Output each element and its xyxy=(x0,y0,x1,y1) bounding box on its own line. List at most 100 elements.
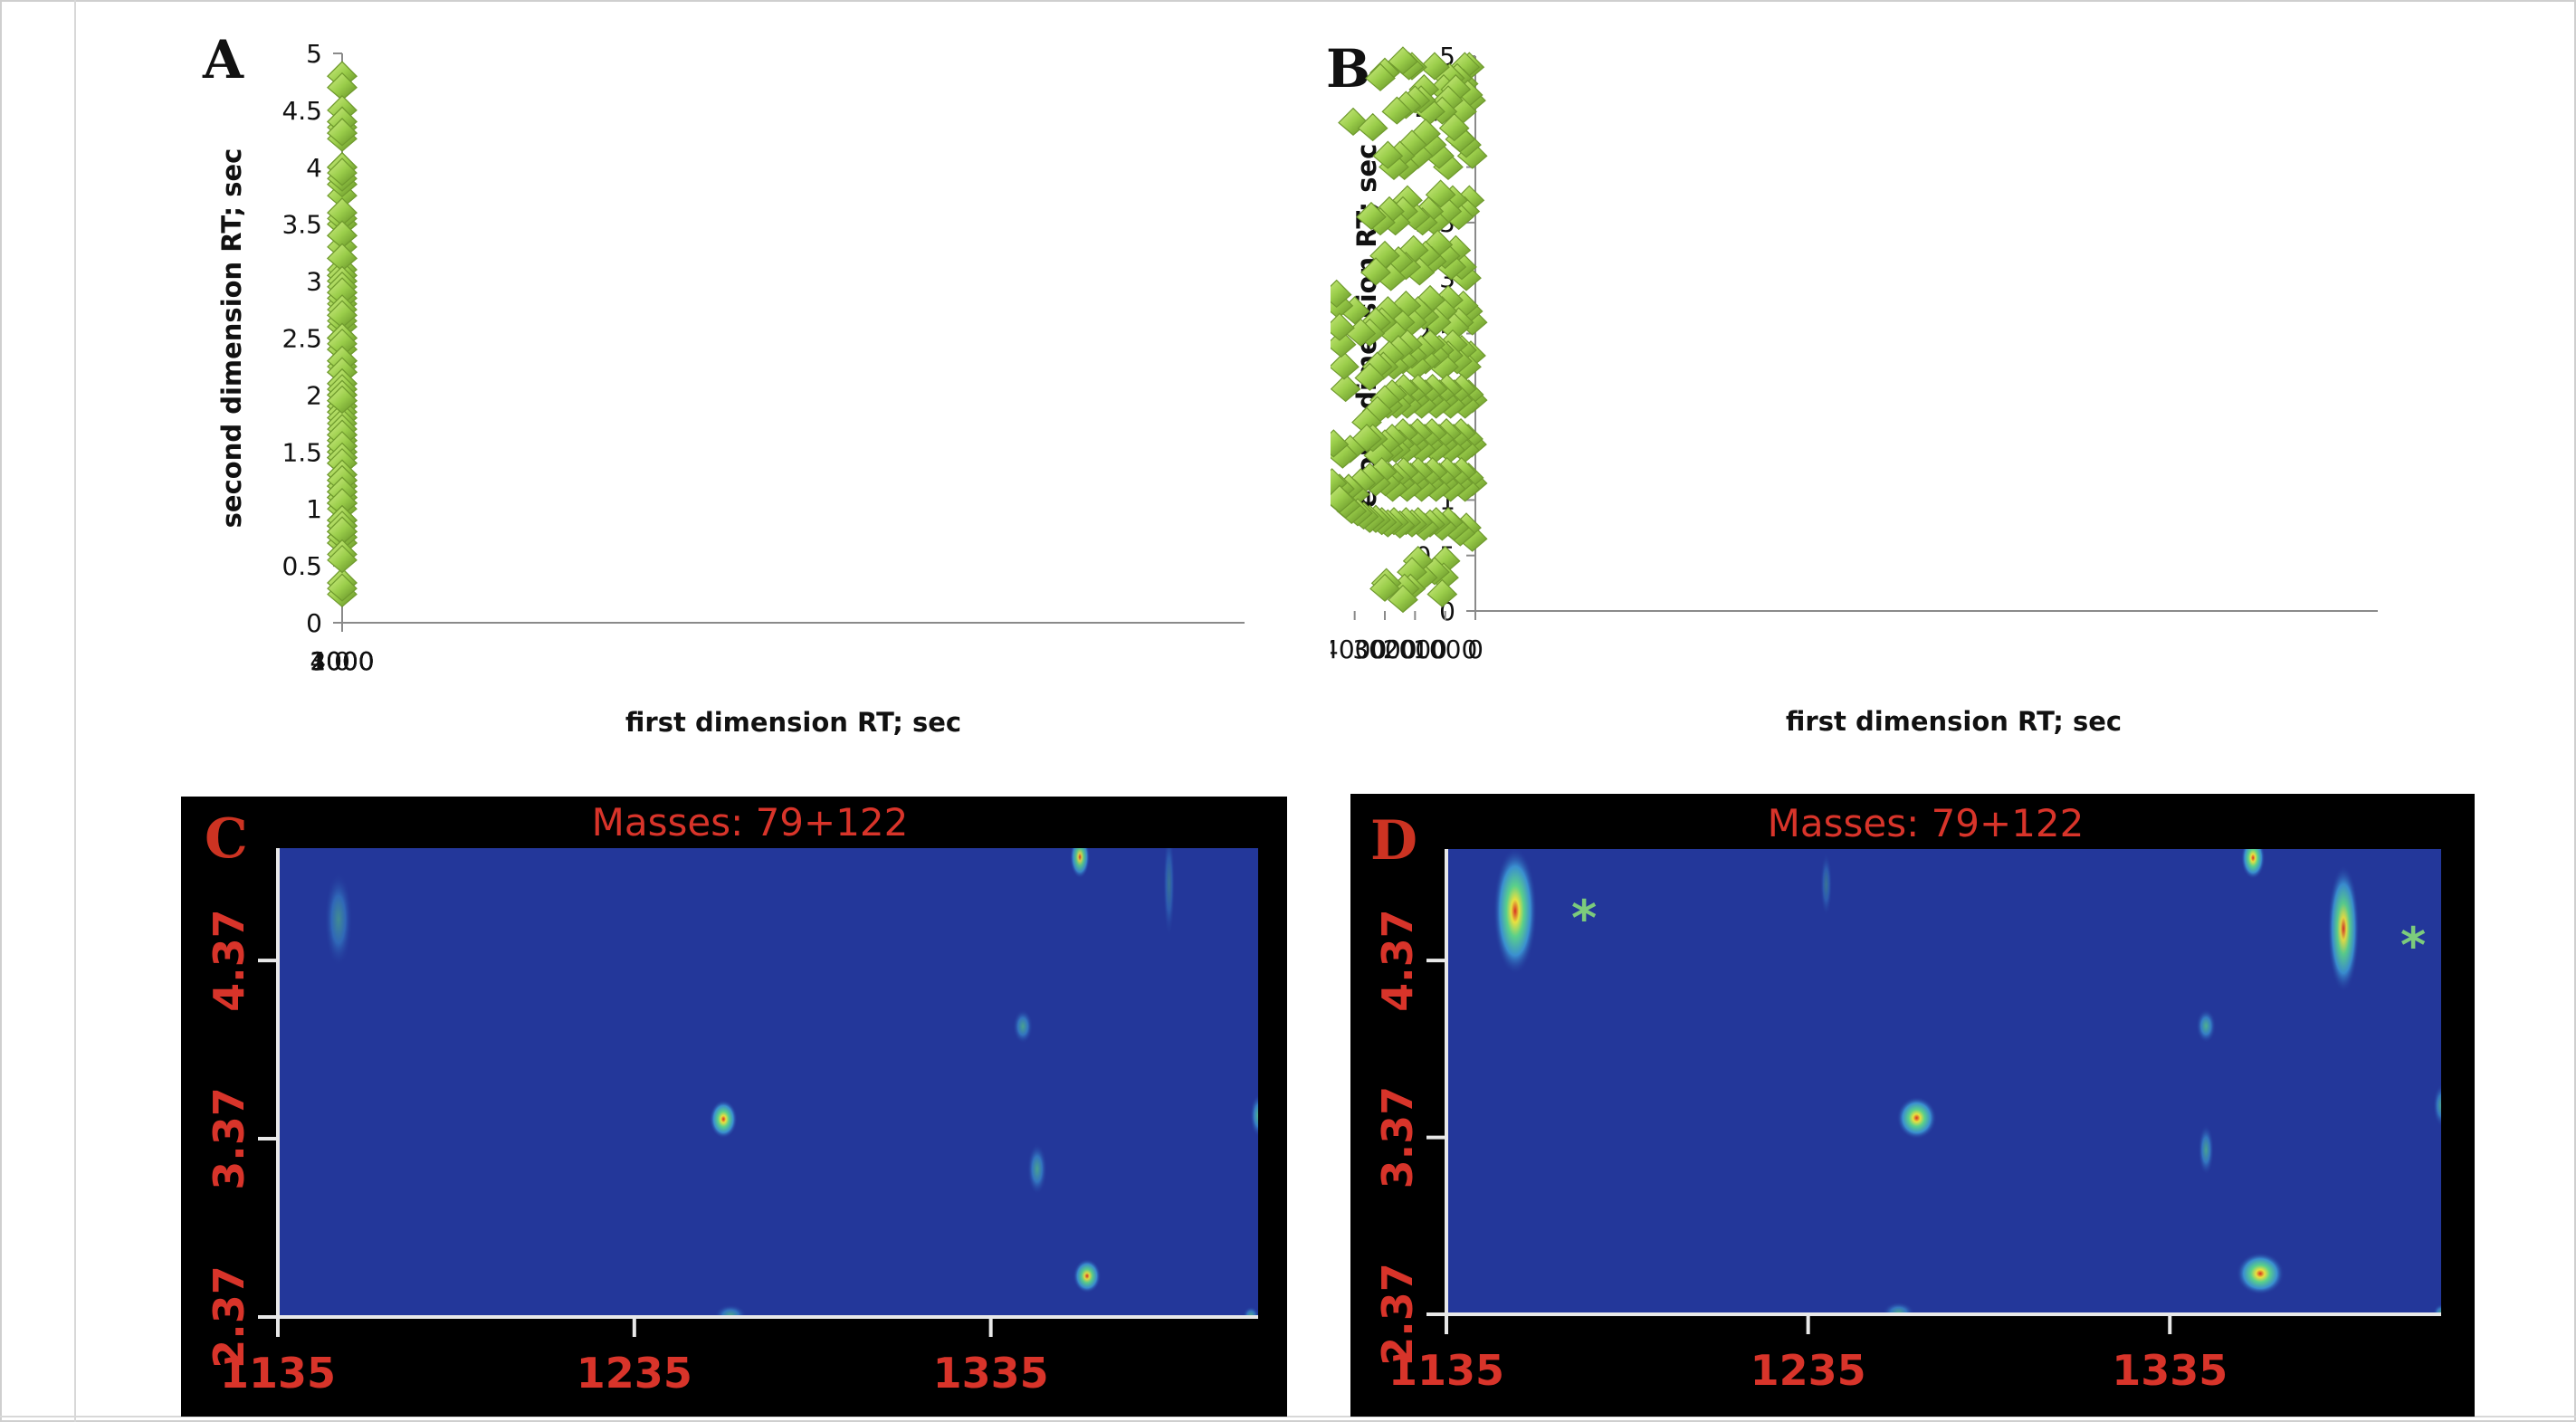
data-point xyxy=(327,118,358,147)
panel-d-letter: D xyxy=(1370,809,1418,873)
heatmap-spot xyxy=(2433,1303,2441,1314)
heatmap-spot xyxy=(1243,1306,1258,1317)
x-tick-label: 1135 xyxy=(1388,1346,1504,1395)
x-tick-label: 0 xyxy=(334,646,350,676)
heatmap-spot xyxy=(714,1304,747,1317)
data-point xyxy=(327,385,358,415)
heatmap-spot xyxy=(1896,1096,1937,1140)
y-tick-label: 4.5 xyxy=(281,96,322,126)
panel-b-letter: B xyxy=(1326,38,1371,100)
heatmap-spots xyxy=(324,848,1258,1317)
y-tick-label: 0 xyxy=(306,608,322,638)
y-tick-label: 0.5 xyxy=(281,551,322,581)
heatmap-background xyxy=(1446,849,2441,1314)
data-point xyxy=(1369,573,1400,602)
x-tick-label: 4000 xyxy=(1331,635,1387,664)
x-tick-label: 1135 xyxy=(220,1349,336,1398)
x-tick-label: 3000 xyxy=(310,646,374,676)
y-tick-label: 3.37 xyxy=(205,1087,253,1190)
y-tick-label: 4 xyxy=(306,153,322,183)
heatmap-spot xyxy=(1820,852,1833,917)
y-axis-label: second dimension RT; sec xyxy=(216,148,247,529)
data-point xyxy=(1357,112,1388,142)
heatmap-spot xyxy=(2327,864,2360,993)
y-tick-label: 1 xyxy=(306,494,322,524)
y-tick-label: 5 xyxy=(306,39,322,69)
x-tick-label: 3000 xyxy=(1352,635,1417,664)
data-point xyxy=(1388,46,1418,75)
heatmap-title: Masses: 79+122 xyxy=(592,800,909,845)
heatmap-background xyxy=(278,848,1258,1317)
heatmap-spot xyxy=(2433,1083,2441,1127)
data-point xyxy=(1331,429,1350,458)
data-point xyxy=(1365,62,1396,91)
x-tick-label: 1000 xyxy=(310,646,374,676)
heatmap-spot xyxy=(1162,848,1176,938)
x-tick-label: 4000 xyxy=(310,646,374,676)
heatmap-spot xyxy=(1882,1302,1915,1314)
x-tick-label: 0 xyxy=(1467,635,1484,664)
heatmap-spot xyxy=(1250,1093,1258,1138)
data-point xyxy=(1331,351,1360,380)
data-point xyxy=(1372,140,1404,169)
y-tick-label: 2.37 xyxy=(1373,1263,1422,1366)
heatmap-title: Masses: 79+122 xyxy=(1768,801,2085,845)
x-tick-label: 1235 xyxy=(1751,1346,1866,1395)
data-point xyxy=(327,573,358,602)
x-tick-label: 1235 xyxy=(577,1349,692,1398)
panel-a-letter: A xyxy=(203,29,244,91)
scatter-chart-a: 00.511.522.533.544.5501000200030004000fi… xyxy=(216,39,1245,738)
heatmap-spot xyxy=(2198,1124,2215,1176)
data-point xyxy=(1360,257,1391,286)
heatmap-spot xyxy=(2196,1008,2217,1044)
heatmap-spot xyxy=(1070,848,1091,879)
data-point xyxy=(1356,201,1387,231)
x-axis-label: first dimension RT; sec xyxy=(1786,706,2122,737)
heatmap-spot xyxy=(1073,1258,1102,1293)
y-tick-label: 3 xyxy=(306,267,322,297)
heatmap-chart-d: Masses: 79+122 1135 1235 1335 2.37 3.37 4.37 * * xyxy=(1373,801,2441,1395)
page-divider-vertical xyxy=(74,0,76,1422)
data-point xyxy=(1381,96,1413,125)
x-tick-label: 2000 xyxy=(1383,635,1447,664)
x-tick-label: 2000 xyxy=(310,646,374,676)
x-tick-label: 1000 xyxy=(1413,635,1477,664)
data-point xyxy=(1419,52,1450,81)
heatmap-spot xyxy=(1026,1143,1047,1195)
data-point xyxy=(1354,362,1386,391)
y-tick-label: 3.37 xyxy=(1373,1086,1422,1189)
heatmap-spots xyxy=(1493,849,2441,1314)
data-point xyxy=(1331,484,1355,513)
data-point xyxy=(327,157,358,186)
heatmap-spot xyxy=(709,1100,738,1139)
data-point xyxy=(1331,312,1355,341)
page-divider-horizontal xyxy=(0,1416,2576,1417)
heatmap-spot xyxy=(324,872,353,967)
heatmap-spot xyxy=(1013,1009,1034,1044)
heatmap-spot xyxy=(2236,1252,2285,1295)
y-tick-label: 4.37 xyxy=(205,909,253,1012)
y-tick-label: 3.5 xyxy=(281,210,322,240)
data-point xyxy=(1438,112,1470,142)
data-point xyxy=(327,544,358,574)
y-tick-label: 2 xyxy=(306,380,322,410)
x-tick-label: 1335 xyxy=(933,1349,1049,1398)
panel-c-letter: C xyxy=(205,807,248,871)
heatmap-chart-c: Masses: 79+122 1135 1235 1335 2.37 3.37 4.37 xyxy=(205,800,1258,1398)
scatter-chart-b: 00.511.522.533.544.5501000200030004000fi… xyxy=(1331,42,2378,737)
y-tick-label: 2.37 xyxy=(205,1265,253,1369)
data-point xyxy=(1388,584,1418,614)
y-tick-label: 4.37 xyxy=(1373,909,1422,1012)
y-tick-label: 1.5 xyxy=(281,437,322,467)
data-point xyxy=(1331,279,1352,308)
heatmap-spot xyxy=(2240,849,2266,880)
peak-annotation-star: * xyxy=(1571,890,1597,947)
heatmap-spot xyxy=(1493,849,1538,975)
x-tick-label: 1335 xyxy=(2112,1346,2228,1395)
y-tick-label: 2.5 xyxy=(281,324,322,354)
data-point xyxy=(1425,179,1456,208)
data-point xyxy=(1426,578,1458,607)
peak-annotation-star: * xyxy=(2400,917,2426,974)
x-axis-label: first dimension RT; sec xyxy=(625,707,961,738)
